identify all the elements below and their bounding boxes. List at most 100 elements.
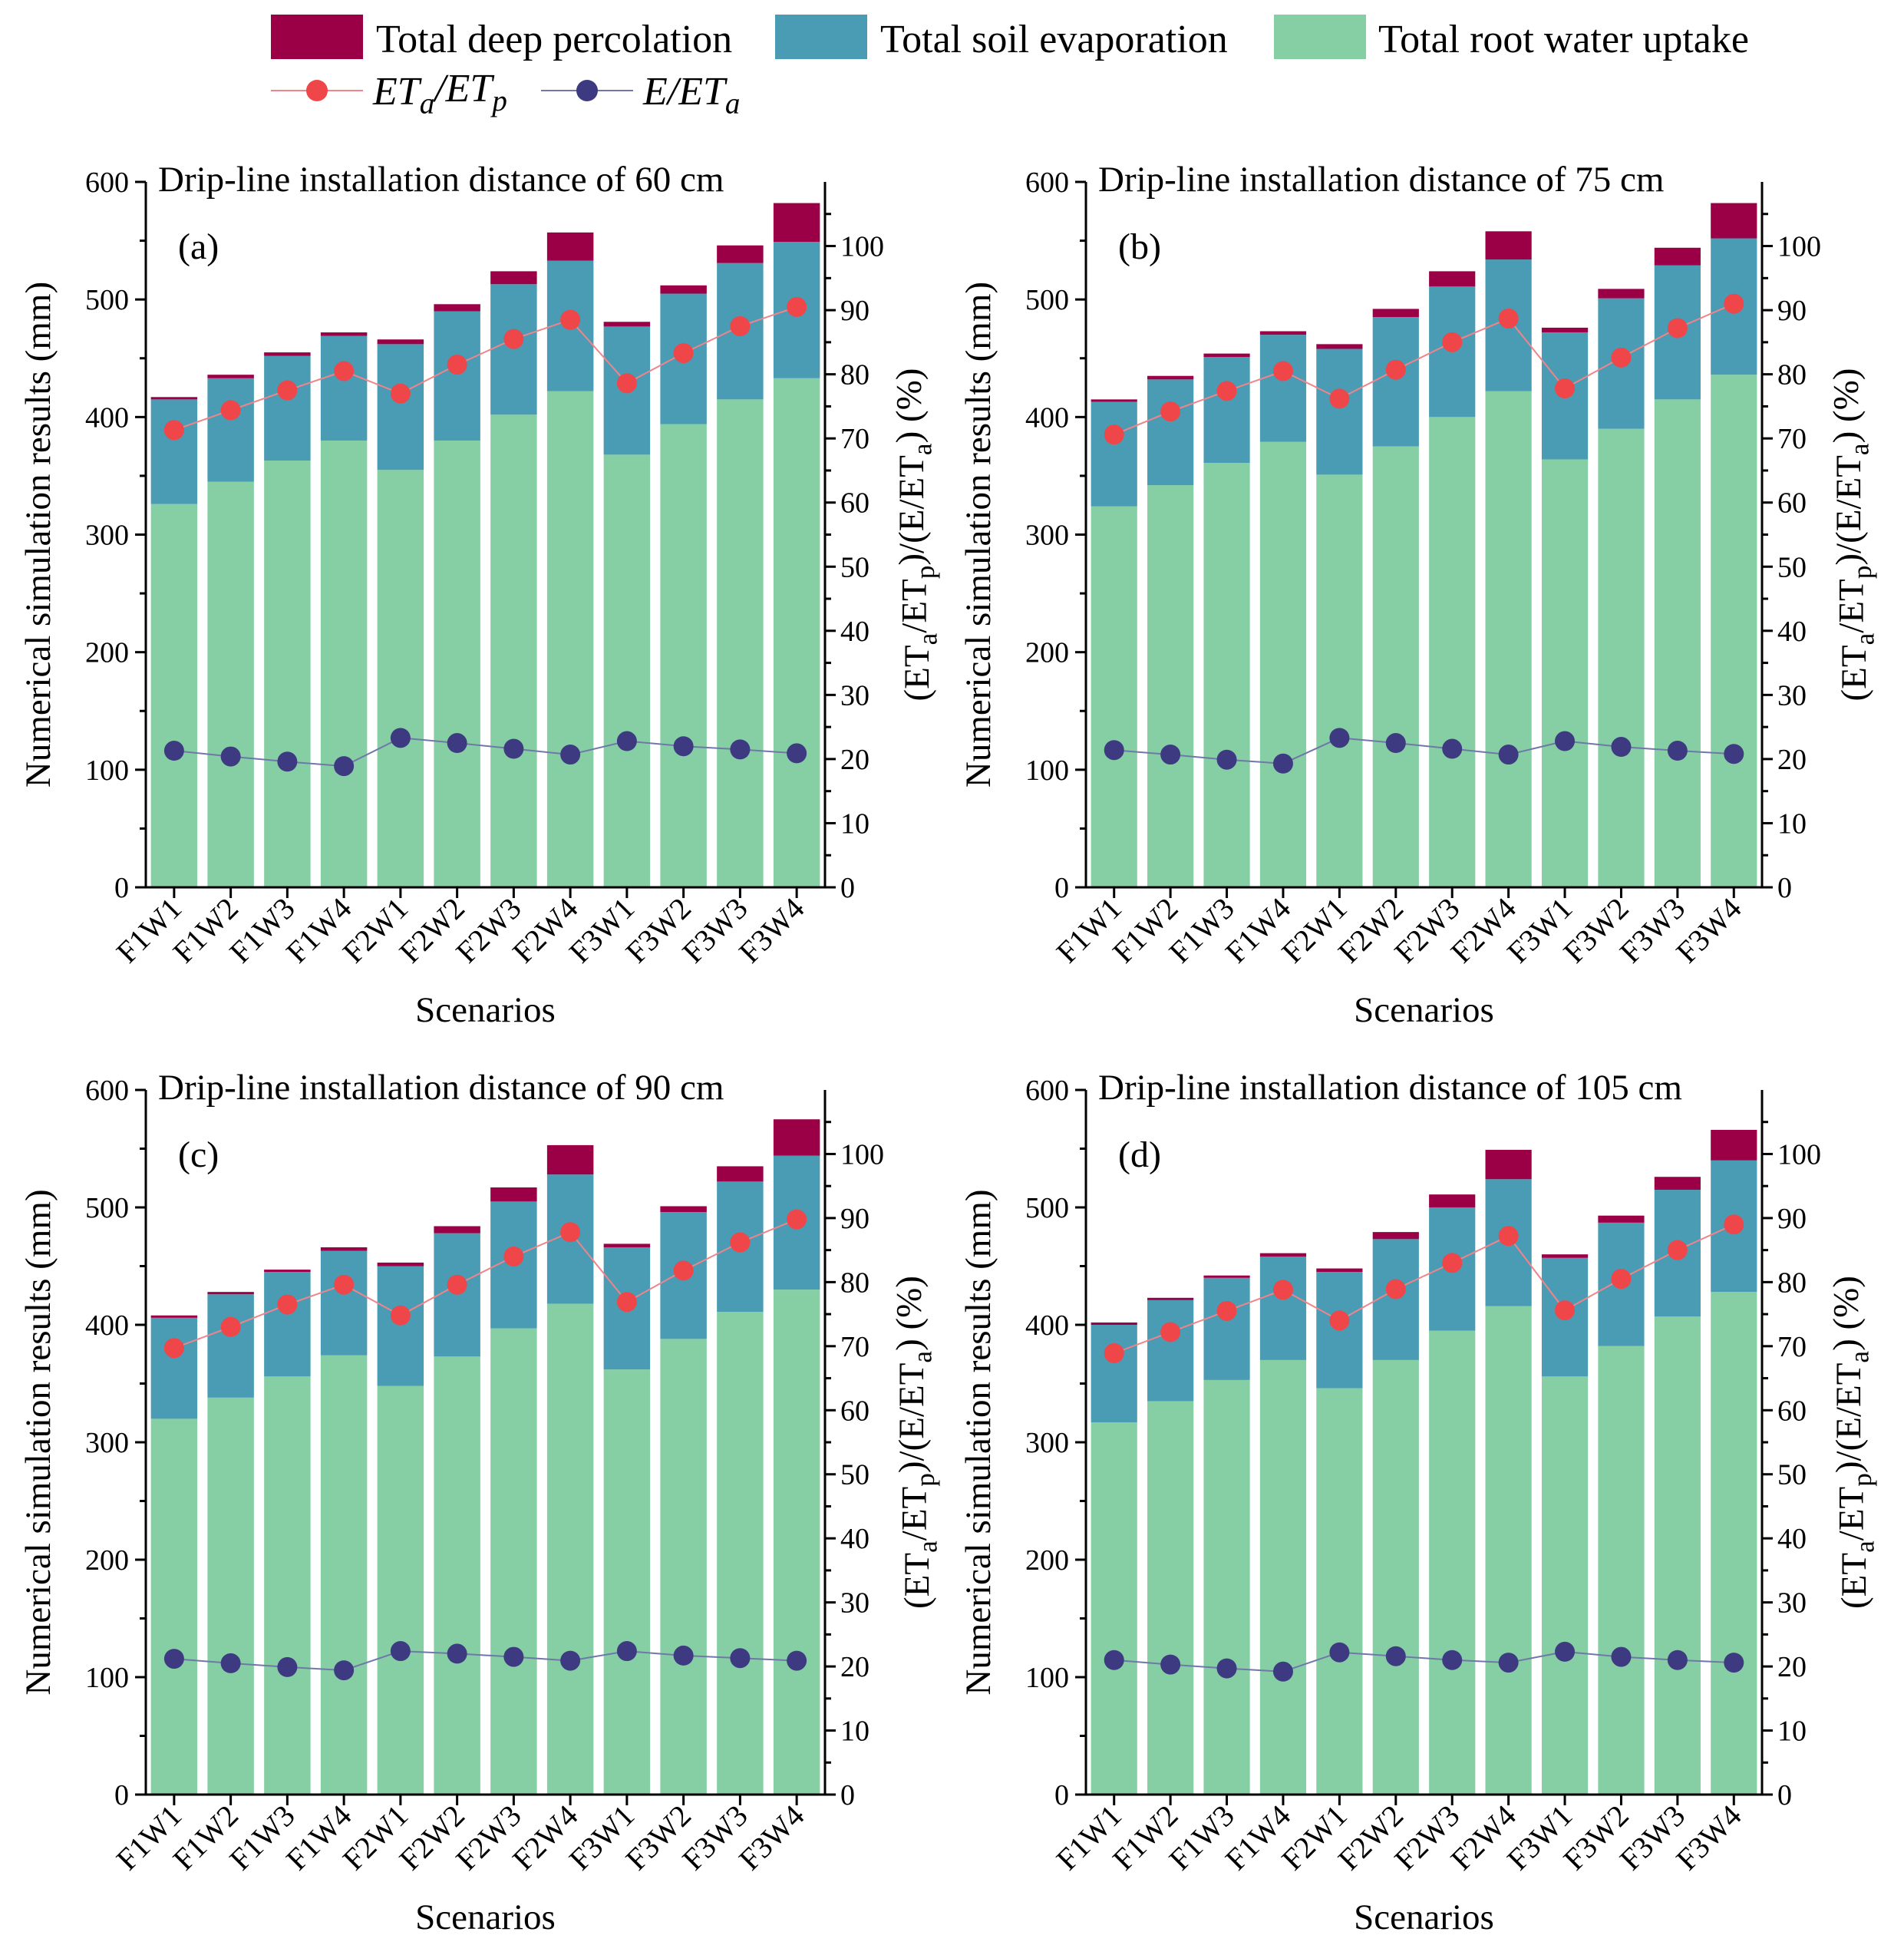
- point-eta-etp: [447, 1274, 467, 1295]
- point-eta-etp: [1555, 1300, 1576, 1321]
- bar-root-water-uptake: [1316, 474, 1363, 887]
- point-eta-etp: [220, 1316, 241, 1337]
- point-eta-etp: [1329, 1310, 1350, 1331]
- bar-root-water-uptake: [1598, 1346, 1645, 1795]
- point-e-eta: [1329, 1642, 1350, 1663]
- point-eta-etp: [447, 355, 467, 375]
- bar-soil-evaporation: [1372, 1239, 1419, 1360]
- x-tick-label: F1W4: [1219, 1798, 1298, 1877]
- bar-root-water-uptake: [546, 391, 594, 887]
- bar-deep-percolation: [660, 1206, 707, 1213]
- bar-deep-percolation: [1429, 271, 1476, 287]
- x-tick-label: F3W4: [1669, 891, 1748, 970]
- right-tick-label: 100: [840, 231, 884, 263]
- right-tick-label: 40: [1777, 616, 1807, 648]
- bar-root-water-uptake: [150, 504, 198, 887]
- bar-soil-evaporation: [377, 344, 424, 471]
- bar-root-water-uptake: [264, 1376, 311, 1795]
- point-eta-etp: [503, 1246, 524, 1266]
- bar-root-water-uptake: [1654, 1316, 1701, 1795]
- right-tick-label: 0: [1777, 872, 1792, 904]
- point-eta-etp: [1667, 318, 1688, 338]
- bar-root-water-uptake: [207, 1397, 254, 1795]
- right-tick-label: 90: [840, 295, 870, 327]
- left-tick-label: 600: [1025, 1075, 1069, 1107]
- x-tick-label: F1W3: [223, 1798, 302, 1877]
- point-eta-etp: [730, 1232, 751, 1253]
- bar-root-water-uptake: [1147, 485, 1194, 887]
- left-tick-label: 0: [114, 872, 129, 904]
- bar-soil-evaporation: [207, 378, 254, 482]
- x-tick-label: F3W2: [1556, 1798, 1635, 1877]
- left-tick-label: 500: [85, 1192, 129, 1224]
- line-eta-etp: [173, 1218, 797, 1349]
- panel-label: (c): [178, 1134, 219, 1175]
- bar-deep-percolation: [490, 1187, 537, 1202]
- bar-soil-evaporation: [1203, 357, 1250, 464]
- legend-label-e-eta: E/ETa: [642, 70, 740, 121]
- point-eta-etp: [1272, 361, 1293, 381]
- bar-soil-evaporation: [490, 284, 537, 415]
- bar-deep-percolation: [1485, 231, 1532, 260]
- panel-title: Drip-line installation distance of 60 cm: [158, 160, 724, 200]
- bar-soil-evaporation: [264, 1272, 311, 1377]
- point-e-eta: [616, 731, 637, 751]
- x-tick-label: F1W3: [1162, 1798, 1241, 1877]
- point-e-eta: [1498, 745, 1519, 765]
- point-e-eta: [163, 741, 184, 761]
- point-eta-etp: [163, 420, 184, 441]
- point-e-eta: [1104, 1650, 1124, 1670]
- x-tick-label: F2W4: [506, 891, 585, 970]
- x-axis-title: Scenarios: [1354, 1897, 1494, 1937]
- point-eta-etp: [163, 1338, 184, 1359]
- right-tick-label: 30: [840, 1587, 870, 1620]
- y-axis-title-left: Numerical simulation results (mm): [959, 282, 998, 788]
- point-eta-etp: [1724, 1214, 1744, 1235]
- y-axis-title-right: (ETa/ETp)/(E/ETa) (%): [889, 1276, 942, 1609]
- right-tick-label: 70: [1777, 1331, 1807, 1363]
- point-e-eta: [730, 739, 751, 760]
- point-e-eta: [673, 1645, 694, 1666]
- point-eta-etp: [277, 1294, 298, 1315]
- left-tick-label: 100: [1025, 755, 1069, 787]
- bar-deep-percolation: [150, 397, 198, 400]
- point-eta-etp: [503, 329, 524, 349]
- point-eta-etp: [787, 1209, 807, 1230]
- point-eta-etp: [1216, 1300, 1237, 1321]
- point-eta-etp: [334, 361, 355, 381]
- x-tick-label: F2W4: [1444, 891, 1523, 970]
- bar-deep-percolation: [320, 332, 368, 336]
- point-e-eta: [730, 1648, 751, 1669]
- panel-label: (b): [1118, 226, 1161, 267]
- point-eta-etp: [1442, 1253, 1463, 1273]
- left-tick-label: 200: [85, 1544, 129, 1577]
- bar-deep-percolation: [603, 1243, 651, 1248]
- bar-root-water-uptake: [490, 414, 537, 887]
- right-tick-label: 30: [1777, 1587, 1807, 1620]
- bar-deep-percolation: [546, 232, 594, 261]
- point-e-eta: [1442, 1650, 1463, 1670]
- point-e-eta: [334, 756, 355, 777]
- point-e-eta: [616, 1641, 637, 1662]
- left-tick-label: 500: [1025, 284, 1069, 316]
- left-tick-label: 0: [114, 1779, 129, 1811]
- bar-root-water-uptake: [150, 1418, 198, 1795]
- bar-soil-evaporation: [320, 1250, 368, 1356]
- right-tick-label: 40: [840, 1523, 870, 1555]
- point-e-eta: [1385, 1646, 1406, 1666]
- y-axis-title-left: Numerical simulation results (mm): [959, 1189, 998, 1695]
- x-tick-label: F3W1: [1500, 1798, 1579, 1877]
- bar-deep-percolation: [660, 285, 707, 294]
- bar-soil-evaporation: [1147, 379, 1194, 486]
- point-e-eta: [1104, 740, 1124, 761]
- point-e-eta: [1216, 1658, 1237, 1679]
- x-tick-label: F1W4: [279, 1798, 358, 1877]
- x-tick-label: F2W3: [1388, 891, 1467, 970]
- bar-soil-evaporation: [1259, 1257, 1307, 1360]
- bar-deep-percolation: [717, 245, 764, 263]
- x-tick-label: F3W4: [732, 891, 811, 970]
- panel-d: 0 100 200 300 400 500 600 0 10 20 30 40 50 60 70 80 90 10…: [959, 1068, 1880, 1937]
- right-tick-label: 50: [1777, 1459, 1807, 1491]
- bar-deep-percolation: [1203, 353, 1250, 358]
- bar-soil-evaporation: [1316, 348, 1363, 475]
